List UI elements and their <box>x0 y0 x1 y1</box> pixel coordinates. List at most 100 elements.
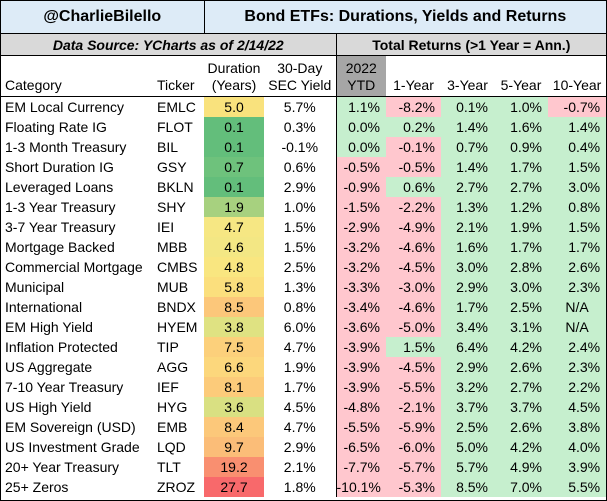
duration-cell: 19.2 <box>204 457 265 477</box>
ytd-return-cell: -3.6% <box>335 317 387 337</box>
yield-cell: 1.8% <box>283 479 316 495</box>
return-cell-y1: -8.2% <box>386 96 442 117</box>
return-cell-y1: -5.0% <box>386 317 442 337</box>
col-duration-l2: (Years) <box>211 77 257 93</box>
return-cell-y3: 0.7% <box>441 137 495 157</box>
source-label: Data Source: YCharts as of 2/14/22 <box>1 33 337 56</box>
duration-cell: 0.1 <box>204 137 265 157</box>
table-row: Commercial Mortgage CMBS 4.8 2.5% -3.2% -4.5%… <box>1 257 607 277</box>
ytd-return-cell: -3.4% <box>335 297 387 317</box>
table-row: EM Sovereign (USD) EMB 8.4 4.7% -5.5% -5.9% 2.… <box>1 417 607 437</box>
duration-cell: 0.7 <box>204 157 265 177</box>
table-row: 1-3 Year Treasury SHY 1.9 1.0% -1.5% -2.2% 1.3… <box>1 197 607 217</box>
category-cell: EM Sovereign (USD) <box>5 419 136 435</box>
yield-cell: 0.6% <box>283 159 316 175</box>
yield-cell: 1.5% <box>283 219 316 235</box>
yield-cell: 5.7% <box>283 99 316 115</box>
col-duration-l1: Duration <box>207 60 261 76</box>
return-cell-y10: 1.7% <box>548 237 607 257</box>
return-cell-y1: 1.5% <box>386 337 442 357</box>
ticker-cell: IEF <box>157 379 179 395</box>
ytd-return-cell: -3.9% <box>335 357 387 377</box>
yield-cell: 1.9% <box>283 359 316 375</box>
ytd-return-cell: 1.1% <box>335 96 387 117</box>
return-cell-y10: 2.3% <box>548 277 607 297</box>
yield-cell: 0.3% <box>283 119 316 135</box>
return-cell-y10: -0.7% <box>548 96 607 117</box>
yield-cell: 2.9% <box>283 179 316 195</box>
return-cell-y10: 1.4% <box>548 117 607 137</box>
return-cell-y5: 1.2% <box>494 197 549 217</box>
return-cell-y1: -3.0% <box>386 277 442 297</box>
table-row: 20+ Year Treasury TLT 19.2 2.1% -7.7% -5.7% 5.… <box>1 457 607 477</box>
ticker-cell: ZROZ <box>157 479 196 495</box>
yield-cell: 6.0% <box>283 319 316 335</box>
ticker-cell: MBB <box>157 239 188 255</box>
duration-cell: 0.1 <box>204 117 265 137</box>
return-cell-y5: 1.7% <box>494 237 549 257</box>
return-cell-y3: 3.0% <box>441 257 495 277</box>
col-ytd-l1: 2022 <box>345 60 377 76</box>
table-row: Municipal MUB 5.8 1.3% -3.3% -3.0% 2.9% 3.0% 2.3… <box>1 277 607 297</box>
table-row: 25+ Zeros ZROZ 27.7 1.8% -10.1% -5.3% 8.5% 7.0%… <box>1 477 607 497</box>
ytd-return-cell: -6.5% <box>335 437 387 457</box>
ytd-return-cell: -3.2% <box>335 237 387 257</box>
ticker-cell: TLT <box>157 459 181 475</box>
table-row: US Investment Grade LQD 9.7 2.9% -6.5% -6.0% 5… <box>1 437 607 457</box>
return-cell-y10: 4.5% <box>548 397 607 417</box>
duration-cell: 1.9 <box>204 197 265 217</box>
page-title: Bond ETFs: Durations, Yields and Returns <box>203 1 607 34</box>
category-cell: 3-7 Year Treasury <box>5 219 116 235</box>
return-cell-y5: 2.8% <box>494 257 549 277</box>
ytd-return-cell: -0.9% <box>335 177 387 197</box>
ticker-cell: BNDX <box>157 299 196 315</box>
col-1-year: 1-Year <box>386 55 442 97</box>
table-row: Mortgage Backed MBB 4.6 1.5% -3.2% -4.6% 1.6% 1… <box>1 237 607 257</box>
category-cell: Floating Rate IG <box>5 119 107 135</box>
return-cell-y5: 1.6% <box>494 117 549 137</box>
return-cell-y10: N/A <box>548 297 607 317</box>
return-cell-y10: 3.9% <box>548 457 607 477</box>
return-cell-y3: 3.4% <box>441 317 495 337</box>
col-3-year: 3-Year <box>441 55 495 97</box>
col-yield-l1: 30-Day <box>277 60 323 76</box>
duration-cell: 8.5 <box>204 297 265 317</box>
return-cell-y1: -0.5% <box>386 157 442 177</box>
yield-cell: 1.5% <box>283 239 316 255</box>
ytd-return-cell: -3.2% <box>335 257 387 277</box>
yield-cell: 4.7% <box>283 419 316 435</box>
duration-cell: 0.1 <box>204 177 265 197</box>
yield-cell: 2.5% <box>283 259 316 275</box>
category-cell: 1-3 Year Treasury <box>5 199 116 215</box>
yield-cell: 2.1% <box>283 459 316 475</box>
return-cell-y3: 6.4% <box>441 337 495 357</box>
return-cell-y1: -4.5% <box>386 357 442 377</box>
ticker-cell: HYG <box>157 399 188 415</box>
return-cell-y3: 2.7% <box>441 177 495 197</box>
ytd-return-cell: -5.5% <box>335 417 387 437</box>
return-cell-y3: 5.0% <box>441 437 495 457</box>
ticker-cell: LQD <box>157 439 186 455</box>
return-cell-y5: 7.0% <box>494 477 549 497</box>
return-cell-y3: 3.2% <box>441 377 495 397</box>
ticker-cell: HYEM <box>157 319 198 335</box>
ytd-return-cell: 0.0% <box>335 137 387 157</box>
return-cell-y5: 3.0% <box>494 277 549 297</box>
ticker-cell: IEI <box>157 219 175 235</box>
category-cell: US Investment Grade <box>5 439 140 455</box>
return-cell-y5: 1.9% <box>494 217 549 237</box>
return-cell-y5: 2.6% <box>494 417 549 437</box>
return-cell-y10: 1.5% <box>548 217 607 237</box>
col-yield-l2: SEC Yield <box>268 77 332 93</box>
table-row: Inflation Protected TIP 7.5 4.7% -3.9% 1.5% 6.… <box>1 337 607 357</box>
return-cell-y5: 4.9% <box>494 457 549 477</box>
return-cell-y3: 2.9% <box>441 357 495 377</box>
yield-cell: 2.9% <box>283 439 316 455</box>
yield-cell: 1.3% <box>283 279 316 295</box>
duration-cell: 8.4 <box>204 417 265 437</box>
column-header-row: Category Ticker Duration (Years) 30-Day SE… <box>1 55 607 97</box>
col-ticker: Ticker <box>153 55 205 97</box>
return-cell-y1: -2.1% <box>386 397 442 417</box>
